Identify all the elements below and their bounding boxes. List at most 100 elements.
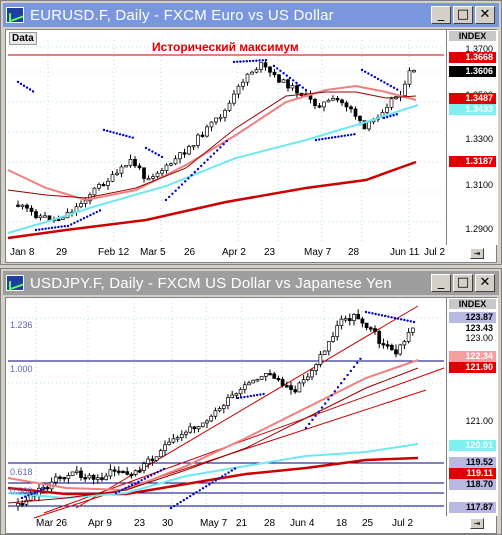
- eurusd-chart-area[interactable]: Data Исторический максимум INDEX 1.3700 1…: [5, 29, 498, 263]
- candle: [92, 187, 97, 196]
- psar-dot: [330, 394, 333, 397]
- data-label: Data: [9, 32, 37, 45]
- candle: [221, 405, 226, 409]
- scroll-right-icon[interactable]: ⇥: [470, 518, 484, 529]
- candle: [343, 318, 348, 321]
- candle: [53, 476, 58, 483]
- psar-dot: [40, 488, 43, 492]
- candle: [142, 463, 146, 472]
- fibonacci-level-label: 0.618: [10, 467, 33, 477]
- candle: [70, 471, 75, 476]
- candle: [305, 376, 310, 380]
- psar-dot: [73, 221, 76, 225]
- psar-dot: [337, 135, 340, 138]
- time-tick: Jul 2: [424, 247, 446, 258]
- scroll-right-icon[interactable]: ⇥: [470, 248, 484, 259]
- usdjpy-titlebar[interactable]: USDJPY.F, Daily - FXCM US Dollar vs Japa…: [3, 271, 499, 295]
- psar-dot: [41, 227, 44, 231]
- candle: [335, 325, 340, 337]
- candle: [385, 344, 390, 347]
- candle: [205, 126, 209, 137]
- psar-dot: [171, 192, 174, 196]
- psar-dot: [125, 134, 128, 138]
- psar-dot: [195, 491, 198, 494]
- usdjpy-chart-area[interactable]: 1.236 1.000 0.618 0.500 INDEX 123.00 121.00 1…: [5, 297, 498, 534]
- candle: [192, 426, 197, 430]
- psar-dot: [212, 152, 216, 155]
- candle: [381, 343, 386, 346]
- psar-dot: [334, 135, 337, 139]
- candle: [251, 379, 256, 384]
- time-tick: Jun 4: [290, 518, 315, 529]
- psar-dot: [164, 198, 168, 202]
- psar-dot: [211, 481, 214, 484]
- time-tick: 21: [236, 518, 248, 529]
- minimize-icon[interactable]: _: [431, 6, 451, 24]
- candle: [171, 438, 176, 443]
- psar-dot: [392, 86, 396, 89]
- psar-dot: [180, 183, 184, 186]
- psar-dot: [89, 213, 92, 217]
- psar-dot: [311, 418, 314, 422]
- psar-dot: [109, 130, 112, 133]
- psar-dot: [327, 398, 330, 401]
- psar-dot: [392, 114, 395, 117]
- candle: [173, 158, 178, 165]
- psar-dot: [112, 131, 115, 134]
- minimize-icon[interactable]: _: [431, 274, 451, 292]
- candle: [313, 98, 317, 107]
- candle: [116, 470, 121, 473]
- candle: [317, 105, 322, 108]
- candle: [314, 364, 319, 371]
- candle: [209, 415, 214, 422]
- psar-dot: [314, 414, 317, 417]
- psar-dot: [118, 490, 121, 493]
- psar-dot: [192, 493, 195, 496]
- psar-dot: [27, 494, 30, 497]
- candle: [196, 134, 200, 146]
- psar-dot: [115, 132, 119, 135]
- maximize-icon[interactable]: □: [453, 274, 473, 292]
- fibonacci-level-label: 1.000: [10, 364, 33, 374]
- psar-dot: [196, 167, 200, 171]
- psar-dot: [200, 164, 203, 168]
- psar-dot: [367, 72, 370, 75]
- candle: [227, 102, 232, 111]
- app-chart-icon: [6, 275, 24, 291]
- price-tag: 1.3606: [449, 66, 496, 77]
- psar-dot: [382, 116, 386, 120]
- candle: [169, 163, 173, 166]
- psar-dot: [222, 143, 225, 146]
- eurusd-titlebar[interactable]: EURUSD.F, Daily - FXCM Euro vs US Dollar…: [3, 3, 499, 27]
- psar-dot: [153, 472, 156, 475]
- psar-dot: [118, 133, 122, 136]
- close-icon[interactable]: ✕: [475, 274, 495, 292]
- candle: [234, 393, 239, 396]
- price-tag: 119.11: [449, 468, 496, 479]
- candle: [164, 164, 169, 171]
- psar-dot: [106, 129, 109, 133]
- sma-slow-line: [7, 456, 419, 496]
- candle: [104, 475, 109, 480]
- psar-dot: [350, 133, 353, 136]
- psar-dot: [76, 220, 79, 223]
- psar-dot: [63, 224, 66, 228]
- psar-dot: [92, 212, 95, 215]
- candle: [29, 207, 34, 212]
- psar-dot: [168, 195, 171, 199]
- price-tag: 121.90: [449, 362, 496, 373]
- time-tick: Feb 12: [98, 247, 130, 258]
- psar-dot: [127, 485, 130, 488]
- trend-line: [75, 305, 419, 509]
- candle: [331, 98, 335, 101]
- psar-dot: [255, 59, 258, 62]
- psar-dot: [148, 148, 151, 151]
- usdjpy-price-chart: [7, 303, 445, 519]
- maximize-icon[interactable]: □: [453, 6, 473, 24]
- candle: [407, 70, 412, 85]
- candle: [101, 184, 106, 187]
- candle: [226, 397, 230, 406]
- psar-dot: [288, 76, 292, 80]
- close-icon[interactable]: ✕: [475, 6, 495, 24]
